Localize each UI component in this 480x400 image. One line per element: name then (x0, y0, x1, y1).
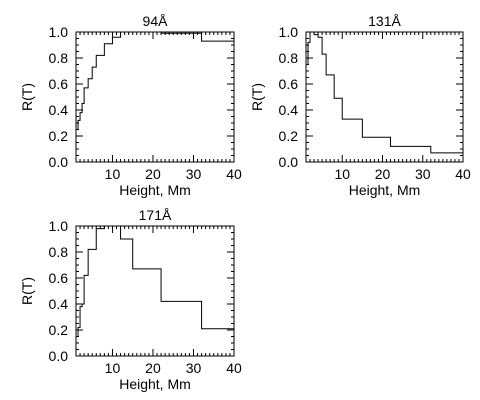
x-axis-label: Height, Mm (119, 376, 191, 392)
y-tick-label: 1.0 (49, 218, 69, 234)
y-tick-label: 1.0 (279, 24, 299, 40)
y-tick-label: 0.0 (49, 348, 69, 364)
x-tick-label: 30 (186, 360, 202, 376)
x-tick-label: 10 (105, 360, 121, 376)
x-tick-label: 30 (186, 166, 202, 182)
y-tick-label: 0.6 (49, 76, 69, 92)
y-axis-label: R(T) (249, 83, 265, 111)
x-tick-label: 10 (105, 166, 121, 182)
panel-title: 131Å (368, 13, 401, 29)
panel-title: 94Å (143, 13, 169, 29)
x-axis-label: Height, Mm (119, 182, 191, 198)
y-tick-label: 1.0 (49, 24, 69, 40)
y-tick-label: 0.8 (49, 244, 69, 260)
x-axis-label: Height, Mm (349, 182, 421, 198)
y-tick-label: 0.6 (279, 76, 299, 92)
y-tick-label: 0.0 (49, 154, 69, 170)
series-line-0 (306, 31, 463, 154)
y-tick-label: 0.2 (49, 322, 69, 338)
x-tick-label: 10 (334, 166, 350, 182)
y-tick-label: 0.4 (49, 102, 69, 118)
plot-frame (75, 31, 235, 163)
y-tick-label: 0.2 (49, 128, 69, 144)
x-tick-label: 20 (375, 166, 391, 182)
y-tick-label: 0.4 (49, 296, 69, 312)
y-tick-label: 0.6 (49, 270, 69, 286)
panel-title: 171Å (139, 207, 172, 223)
x-tick-label: 40 (226, 360, 242, 376)
series-line-0 (76, 225, 234, 337)
y-tick-label: 0.8 (279, 50, 299, 66)
y-tick-label: 0.4 (279, 102, 299, 118)
x-tick-label: 40 (455, 166, 471, 182)
y-tick-label: 0.2 (279, 128, 299, 144)
chart-panel-2: 171Å 10 20 30 40 0.0 0.2 0.4 0.6 0.8 1.0 Height, Mm… (19, 207, 242, 392)
plot-frame (75, 225, 235, 357)
chart-panel-0: 94Å 10 20 30 40 0.0 0.2 0.4 0.6 0.8 1.0 Height, Mm R… (19, 13, 242, 198)
y-axis-label: R(T) (19, 83, 35, 111)
y-axis-label: R(T) (19, 277, 35, 305)
y-tick-label: 0.8 (49, 50, 69, 66)
plot-frame (305, 31, 464, 163)
x-tick-label: 40 (226, 166, 242, 182)
y-tick-label: 0.0 (279, 154, 299, 170)
x-tick-label: 30 (415, 166, 431, 182)
x-tick-label: 20 (145, 166, 161, 182)
x-tick-label: 20 (145, 360, 161, 376)
chart-panel-1: 131Å 10 20 30 40 0.0 0.2 0.4 0.6 0.8 1.0 Height, Mm… (249, 13, 471, 198)
series-line-0 (76, 31, 235, 130)
